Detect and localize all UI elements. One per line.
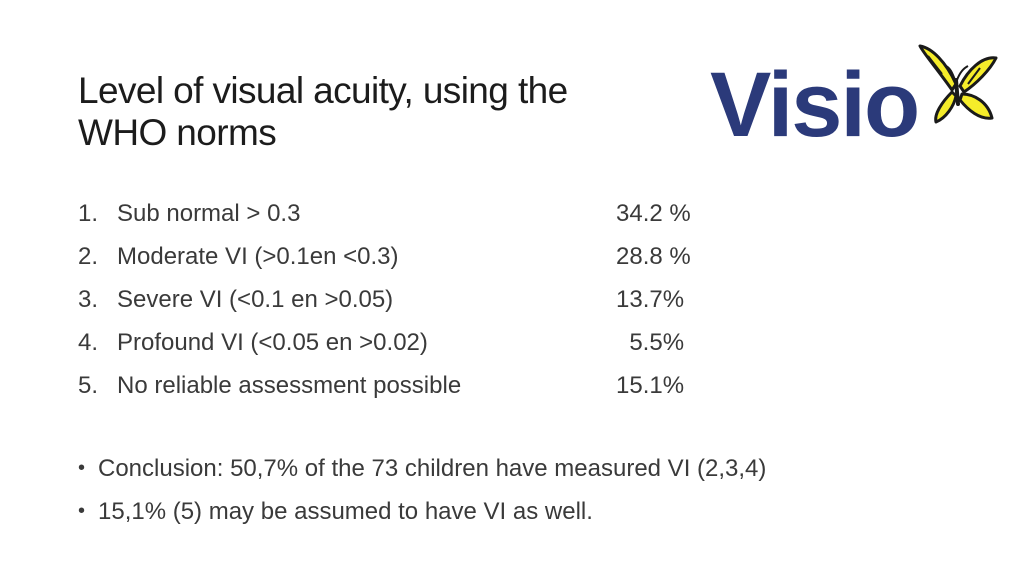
slide-title-line-1: Level of visual acuity, using the [78,70,568,111]
list-item: 3. Severe VI (<0.1 en >0.05) 13.7% [78,278,684,321]
bullet-text: 15,1% (5) may be assumed to have VI as w… [98,498,593,525]
conclusion-bullets: • Conclusion: 50,7% of the 73 children ha… [78,447,766,533]
list-item-label: Profound VI (<0.05 en >0.02) [117,329,428,356]
list-item-percentage: 34.2 % [616,200,691,227]
bullet-marker: • [78,500,86,522]
list-item-number: 2. [78,243,99,270]
list-item-percentage: 5.5% [616,329,685,356]
list-item-label: Moderate VI (>0.1en <0.3) [117,243,399,270]
bullet-text: Conclusion: 50,7% of the 73 children hav… [98,455,767,482]
bullet-item: • Conclusion: 50,7% of the 73 children ha… [78,447,766,490]
list-item-number: 1. [78,200,99,227]
bullet-item: • 15,1% (5) may be assumed to have VI as … [78,490,766,533]
list-item-number: 5. [78,372,99,399]
list-item: 5. No reliable assessment possible 15.1% [78,364,684,407]
list-item: 1. Sub normal > 0.3 34.2 % [78,192,691,235]
slide-title: Level of visual acuity, using the WHO no… [78,70,678,154]
list-item: 4. Profound VI (<0.05 en >0.02) 5.5% [78,321,684,364]
list-item-percentage: 15.1% [616,372,685,399]
slide-title-line-2: WHO norms [78,112,277,153]
list-item-percentage: 28.8 % [616,243,691,270]
list-item-label: No reliable assessment possible [117,372,462,399]
list-item: 2. Moderate VI (>0.1en <0.3) 28.8 % [78,235,691,278]
butterfly-icon [918,44,998,124]
list-item-label: Severe VI (<0.1 en >0.05) [117,286,394,313]
list-item-number: 4. [78,329,99,356]
list-item-label: Sub normal > 0.3 [117,200,301,227]
visio-logo: Visio [710,44,998,150]
list-item-number: 3. [78,286,99,313]
list-item-percentage: 13.7% [616,286,685,313]
acuity-results-list: 1. Sub normal > 0.3 34.2 % 2. Moderate VI (… [78,192,691,407]
bullet-marker: • [78,457,86,479]
visio-logo-text: Visio [710,54,918,150]
